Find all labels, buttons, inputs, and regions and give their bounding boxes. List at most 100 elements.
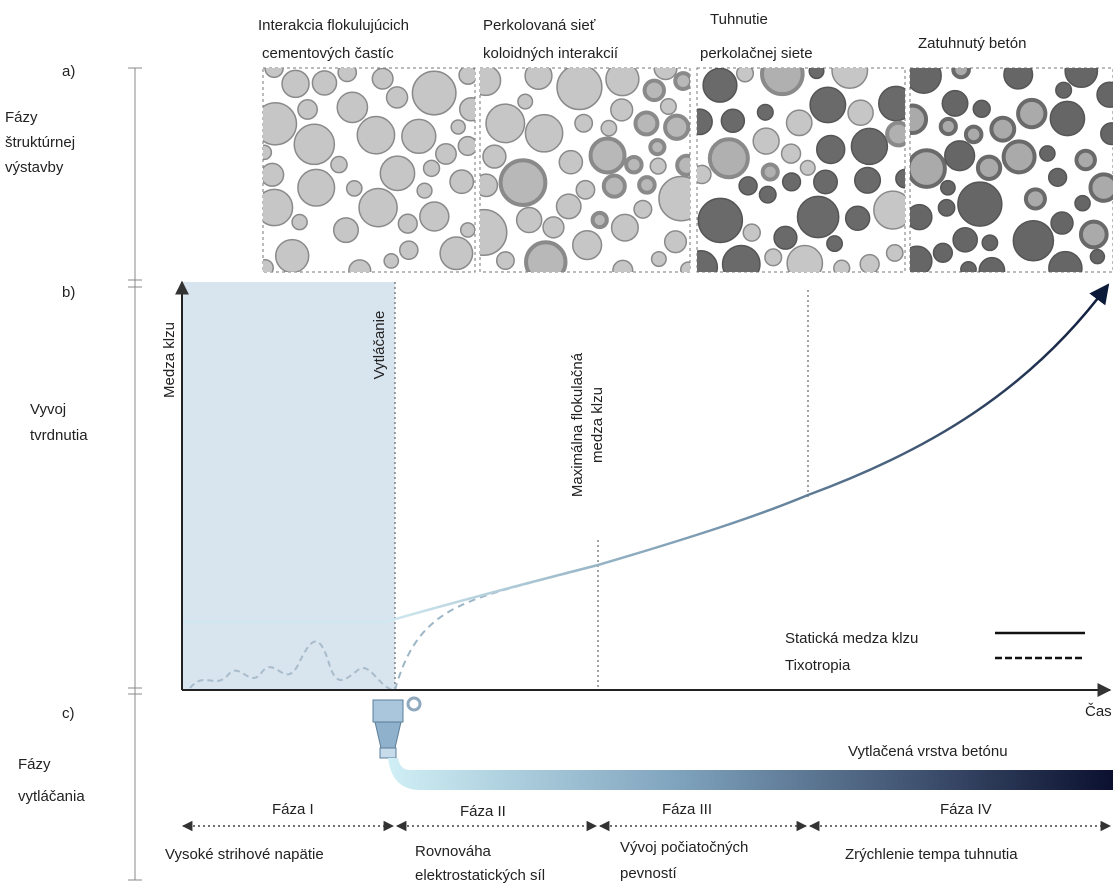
label-c: c)	[62, 705, 75, 722]
side-label: výstavby	[5, 159, 64, 176]
particle	[1056, 82, 1072, 98]
legend-label: Statická medza klzu	[785, 630, 918, 647]
particle	[687, 109, 712, 134]
particle	[1040, 146, 1055, 161]
particle	[298, 169, 335, 206]
particle	[518, 94, 533, 109]
particle	[958, 182, 1002, 226]
particle	[941, 119, 956, 134]
stage-title: Tuhnutie	[710, 11, 768, 28]
particle	[526, 242, 565, 281]
particle	[782, 144, 801, 163]
particle	[1049, 168, 1067, 186]
particle-boxes	[254, 53, 1113, 285]
particle	[601, 120, 616, 135]
particle	[1065, 55, 1097, 87]
particle	[384, 254, 398, 268]
particle	[810, 87, 845, 122]
particle	[907, 205, 932, 230]
particle	[483, 145, 506, 168]
thixotropy-curve	[395, 565, 598, 690]
particle	[458, 137, 477, 156]
particle	[1049, 252, 1082, 285]
stage-title: Zatuhnutý betón	[918, 35, 1026, 52]
particle	[1004, 60, 1033, 89]
phase-name: Fáza I	[272, 801, 314, 818]
particle	[783, 173, 801, 191]
particle	[817, 135, 845, 163]
particle	[359, 189, 397, 227]
particle	[991, 118, 1014, 141]
particle	[450, 170, 473, 193]
particle	[645, 81, 664, 100]
particle	[879, 86, 913, 120]
particle	[294, 124, 334, 164]
particle	[908, 150, 945, 187]
particle	[276, 240, 309, 273]
particle	[978, 157, 1000, 179]
particle	[979, 258, 1004, 283]
particle	[902, 246, 931, 275]
phase-description: Zrýchlenie tempa tuhnutia	[845, 846, 1018, 863]
particle	[1004, 141, 1035, 172]
stage-title: cementových častíc	[262, 45, 394, 62]
particle	[312, 71, 336, 95]
particle	[753, 128, 779, 154]
particle	[739, 177, 757, 195]
phase-name: Fáza II	[460, 803, 506, 820]
particle	[338, 63, 356, 81]
particle	[461, 223, 475, 237]
particle	[611, 99, 633, 121]
particle	[593, 213, 607, 227]
particle	[387, 87, 408, 108]
particle	[809, 64, 824, 79]
particle	[573, 231, 602, 260]
particle	[436, 144, 456, 164]
particle	[961, 262, 976, 277]
particle	[721, 109, 744, 132]
phase-name: Fáza III	[662, 801, 712, 818]
particle	[292, 215, 307, 230]
particle	[1018, 100, 1045, 127]
particle	[973, 100, 990, 117]
particle	[1090, 174, 1113, 200]
particle	[665, 116, 688, 139]
particle	[576, 181, 594, 199]
particle	[774, 226, 797, 249]
particle	[661, 99, 677, 115]
particle	[1050, 101, 1084, 135]
nozzle	[373, 698, 420, 758]
particle	[860, 255, 879, 274]
particle	[650, 140, 664, 154]
particle	[402, 119, 436, 153]
side-label: štruktúrnej	[5, 134, 75, 151]
stage-title: Perkolovaná sieť	[483, 17, 596, 34]
marker-label: Maximálna flokulačná	[569, 352, 586, 497]
phase-name: Fáza IV	[940, 801, 992, 818]
particle	[797, 196, 838, 237]
marker-label: Vytláčanie	[371, 311, 388, 380]
particle	[400, 241, 418, 259]
particle	[941, 181, 955, 195]
particle	[982, 235, 997, 250]
particle	[261, 163, 284, 186]
particle	[652, 252, 667, 267]
particle	[606, 63, 639, 96]
particle	[417, 183, 432, 198]
particle	[763, 164, 778, 179]
particle	[543, 217, 564, 238]
particle	[1026, 189, 1045, 208]
shaded-region	[182, 282, 395, 690]
particle	[440, 237, 472, 269]
particle	[677, 156, 696, 175]
particle	[257, 145, 271, 159]
particle	[650, 158, 666, 174]
stage-title: Interakcia flokulujúcich	[258, 17, 409, 34]
particle	[654, 57, 677, 80]
particle	[612, 214, 639, 241]
particle	[254, 103, 296, 145]
particle	[846, 206, 870, 230]
particle	[424, 160, 440, 176]
stage-title: koloidných interakcií	[483, 45, 619, 62]
phase-description: Rovnováha	[415, 843, 492, 860]
